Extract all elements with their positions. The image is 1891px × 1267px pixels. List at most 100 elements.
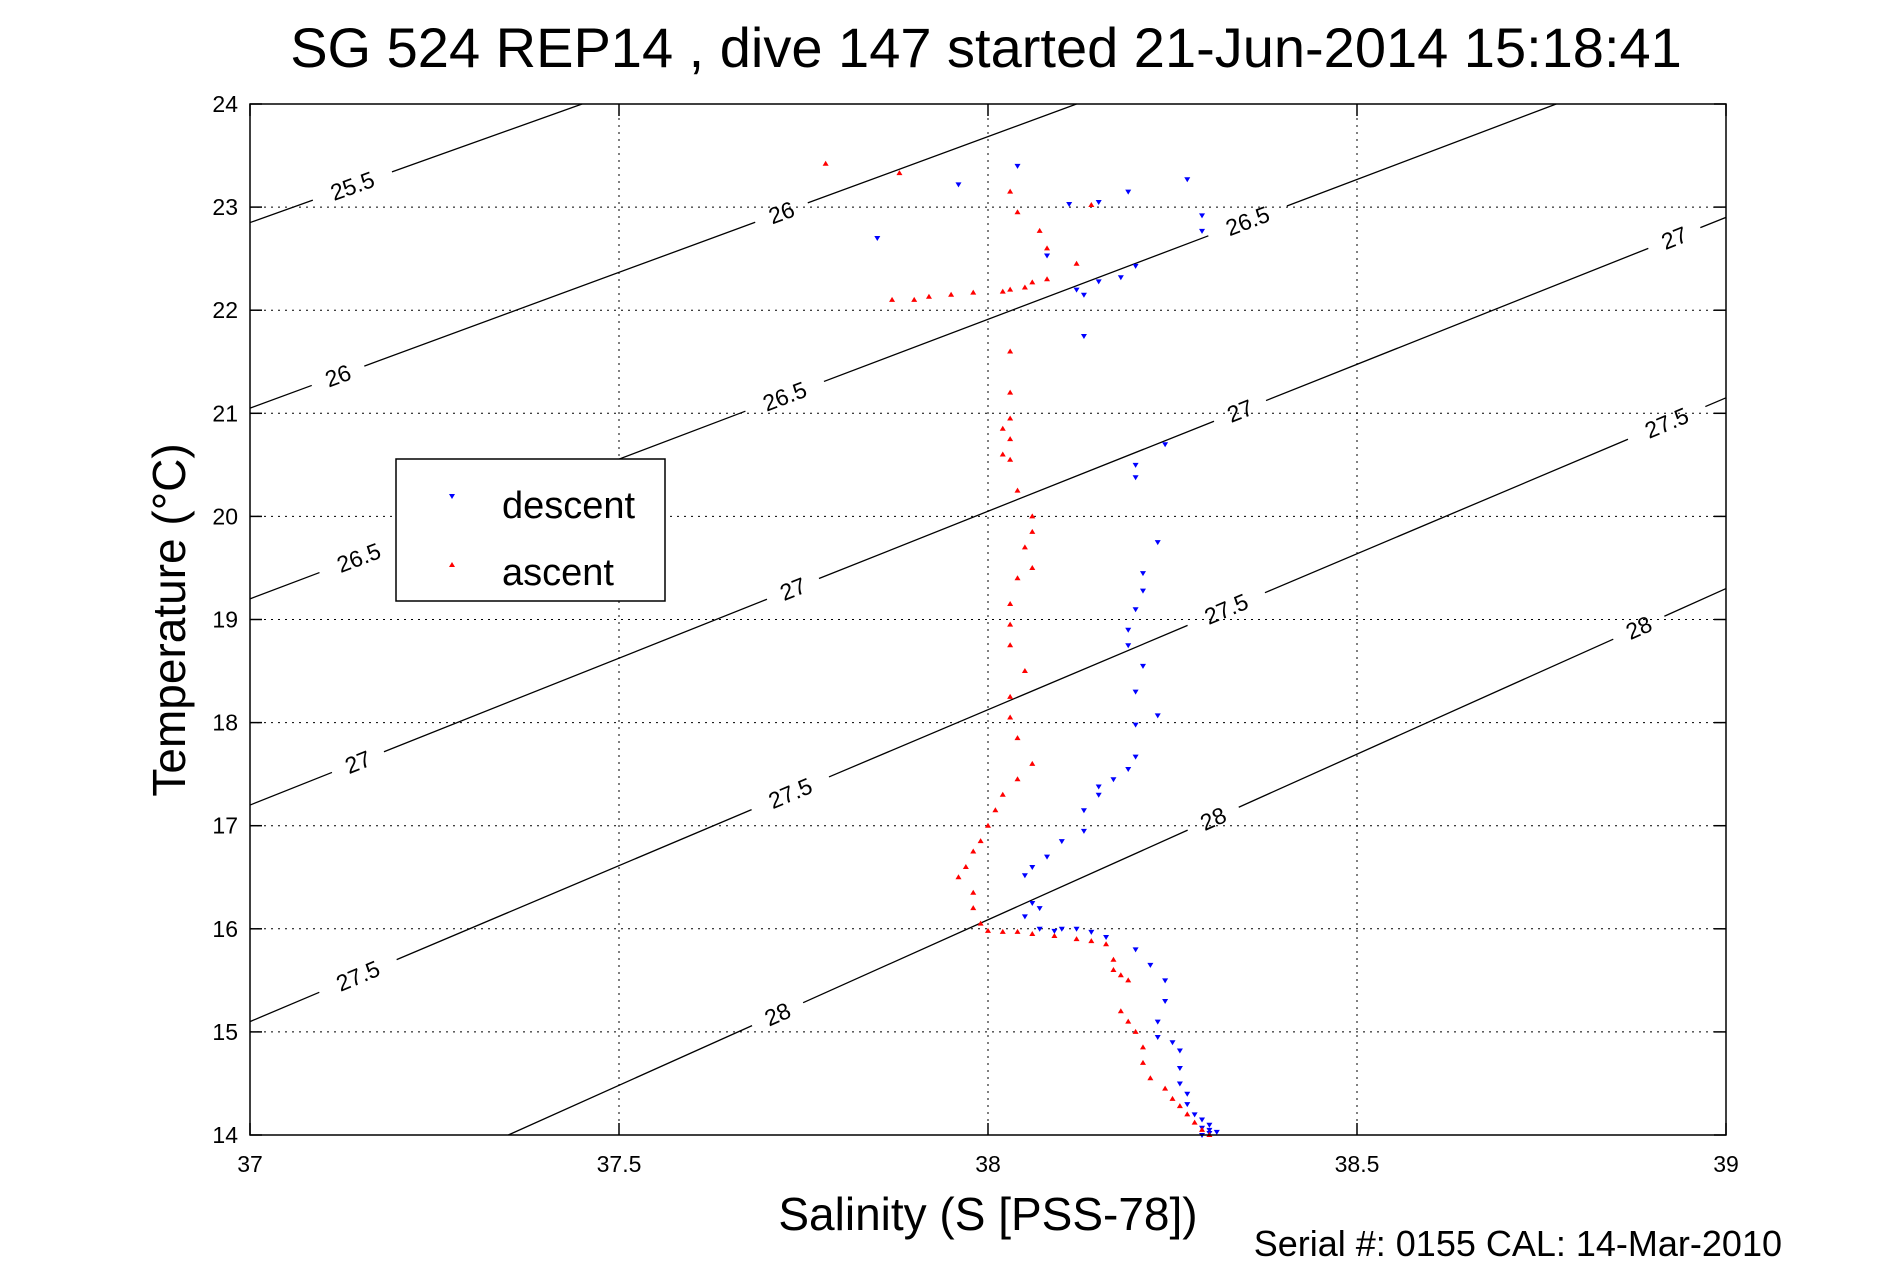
ascent-point xyxy=(1162,1085,1169,1091)
isopycnal-line-27 xyxy=(1700,216,1727,229)
isopycnal-line-27.5 xyxy=(249,991,320,1023)
ascent-point xyxy=(911,296,918,302)
isopycnal-line-28 xyxy=(1664,587,1727,617)
descent-point xyxy=(1066,202,1073,208)
ascent-point xyxy=(955,874,962,880)
descent-point xyxy=(1095,792,1102,798)
descent-point xyxy=(1154,540,1161,546)
ascent-point xyxy=(970,905,977,911)
ascent-point xyxy=(1007,286,1014,292)
descent-point xyxy=(1073,287,1080,293)
descent-point xyxy=(1014,163,1021,169)
isopycnal-line-28 xyxy=(1238,638,1614,808)
isopycnal-line-26.5 xyxy=(1286,103,1557,207)
ascent-point xyxy=(1029,513,1036,519)
descent-point xyxy=(1176,1081,1183,1087)
descent-point xyxy=(1125,643,1132,649)
descent-point xyxy=(1044,253,1051,259)
isopycnal-line-28 xyxy=(802,829,1188,1004)
descent-point xyxy=(1132,947,1139,953)
legend-label-ascent: ascent xyxy=(502,552,614,594)
descent-point xyxy=(1080,333,1087,339)
ascent-point xyxy=(1184,1111,1191,1117)
descent-point xyxy=(1139,571,1146,577)
ascent-point xyxy=(962,863,969,869)
chart-title: SG 524 REP14 , dive 147 started 21-Jun-2… xyxy=(290,16,1682,79)
ascent-point xyxy=(1073,936,1080,942)
descent-point xyxy=(1139,588,1146,594)
isopycnal-line-27.5 xyxy=(828,624,1188,778)
descent-point xyxy=(1110,777,1117,783)
y-tick-label: 16 xyxy=(212,916,238,942)
ascent-point xyxy=(1007,714,1014,720)
y-axis-title: Temperature (°C) xyxy=(143,443,195,796)
descent-point xyxy=(1154,1035,1161,1041)
ascent-point xyxy=(1021,284,1028,290)
ascent-point xyxy=(1007,348,1014,354)
ascent-point xyxy=(977,920,984,926)
descent-point xyxy=(1206,1122,1213,1128)
legend-box xyxy=(395,458,666,602)
ascent-point xyxy=(1007,188,1014,194)
ascent-point xyxy=(1088,938,1095,944)
ascent-point xyxy=(985,822,991,828)
isopycnal-line-25.5 xyxy=(391,103,583,173)
ascent-point xyxy=(1029,760,1036,766)
descent-point xyxy=(1021,873,1028,879)
descent-point xyxy=(1036,926,1043,932)
ascent-point xyxy=(1147,1075,1154,1081)
descent-point xyxy=(1036,906,1043,912)
isopycnal-line-27.5 xyxy=(396,809,752,961)
ascent-point xyxy=(1007,389,1014,395)
descent-point xyxy=(1132,689,1139,695)
descent-point xyxy=(1088,929,1095,935)
ascent-point xyxy=(1110,967,1117,973)
descent-point xyxy=(1125,627,1132,633)
y-tick-label: 19 xyxy=(212,607,238,633)
ascent-point xyxy=(1117,1008,1124,1014)
y-tick-label: 17 xyxy=(212,813,238,839)
ascent-point xyxy=(999,928,1006,934)
ascent-point xyxy=(1088,202,1095,208)
descent-point xyxy=(1021,914,1028,920)
ascent-point xyxy=(1110,956,1117,962)
y-tick-label: 21 xyxy=(212,400,238,426)
ascent-point xyxy=(992,807,999,813)
descent-point xyxy=(1132,475,1139,481)
ascent-point xyxy=(1029,564,1036,570)
y-tick-label: 23 xyxy=(212,194,238,220)
ascent-point xyxy=(1191,1119,1198,1125)
ascent-point xyxy=(970,889,977,895)
ascent-point xyxy=(1117,972,1124,978)
ascent-point xyxy=(889,296,896,302)
descent-point xyxy=(1125,189,1132,195)
descent-point xyxy=(1117,275,1124,281)
ascent-point xyxy=(1014,928,1021,934)
isopycnal-line-26 xyxy=(807,103,1077,204)
ascent-point xyxy=(1169,1095,1176,1101)
descent-point xyxy=(1213,1129,1220,1135)
ascent-point xyxy=(999,791,1006,797)
ascent-point xyxy=(1199,1126,1206,1132)
descent-point xyxy=(1139,663,1146,669)
y-tick-label: 24 xyxy=(212,91,238,117)
descent-point xyxy=(1132,722,1139,728)
descent-point xyxy=(1147,962,1154,968)
isopycnal-line-28 xyxy=(508,1025,753,1136)
descent-point xyxy=(1176,1065,1183,1071)
descent-point xyxy=(1162,998,1169,1004)
descent-point xyxy=(1095,279,1102,285)
descent-point xyxy=(1176,1048,1183,1054)
descent-point xyxy=(1044,854,1051,860)
ascent-point xyxy=(1132,1028,1139,1034)
ascent-point xyxy=(1051,933,1058,939)
descent-point xyxy=(1132,462,1139,468)
descent-point xyxy=(1162,442,1169,448)
descent-point xyxy=(1080,292,1087,298)
axis-ticks: 37 37.5 38 38.5 39 14 15 16 17 18 19 20 21 22 23 24 xyxy=(212,91,1738,1177)
descent-point xyxy=(1051,928,1058,934)
descent-point xyxy=(1184,1102,1191,1108)
x-axis-title: Salinity (S [PSS-78]) xyxy=(778,1188,1197,1240)
